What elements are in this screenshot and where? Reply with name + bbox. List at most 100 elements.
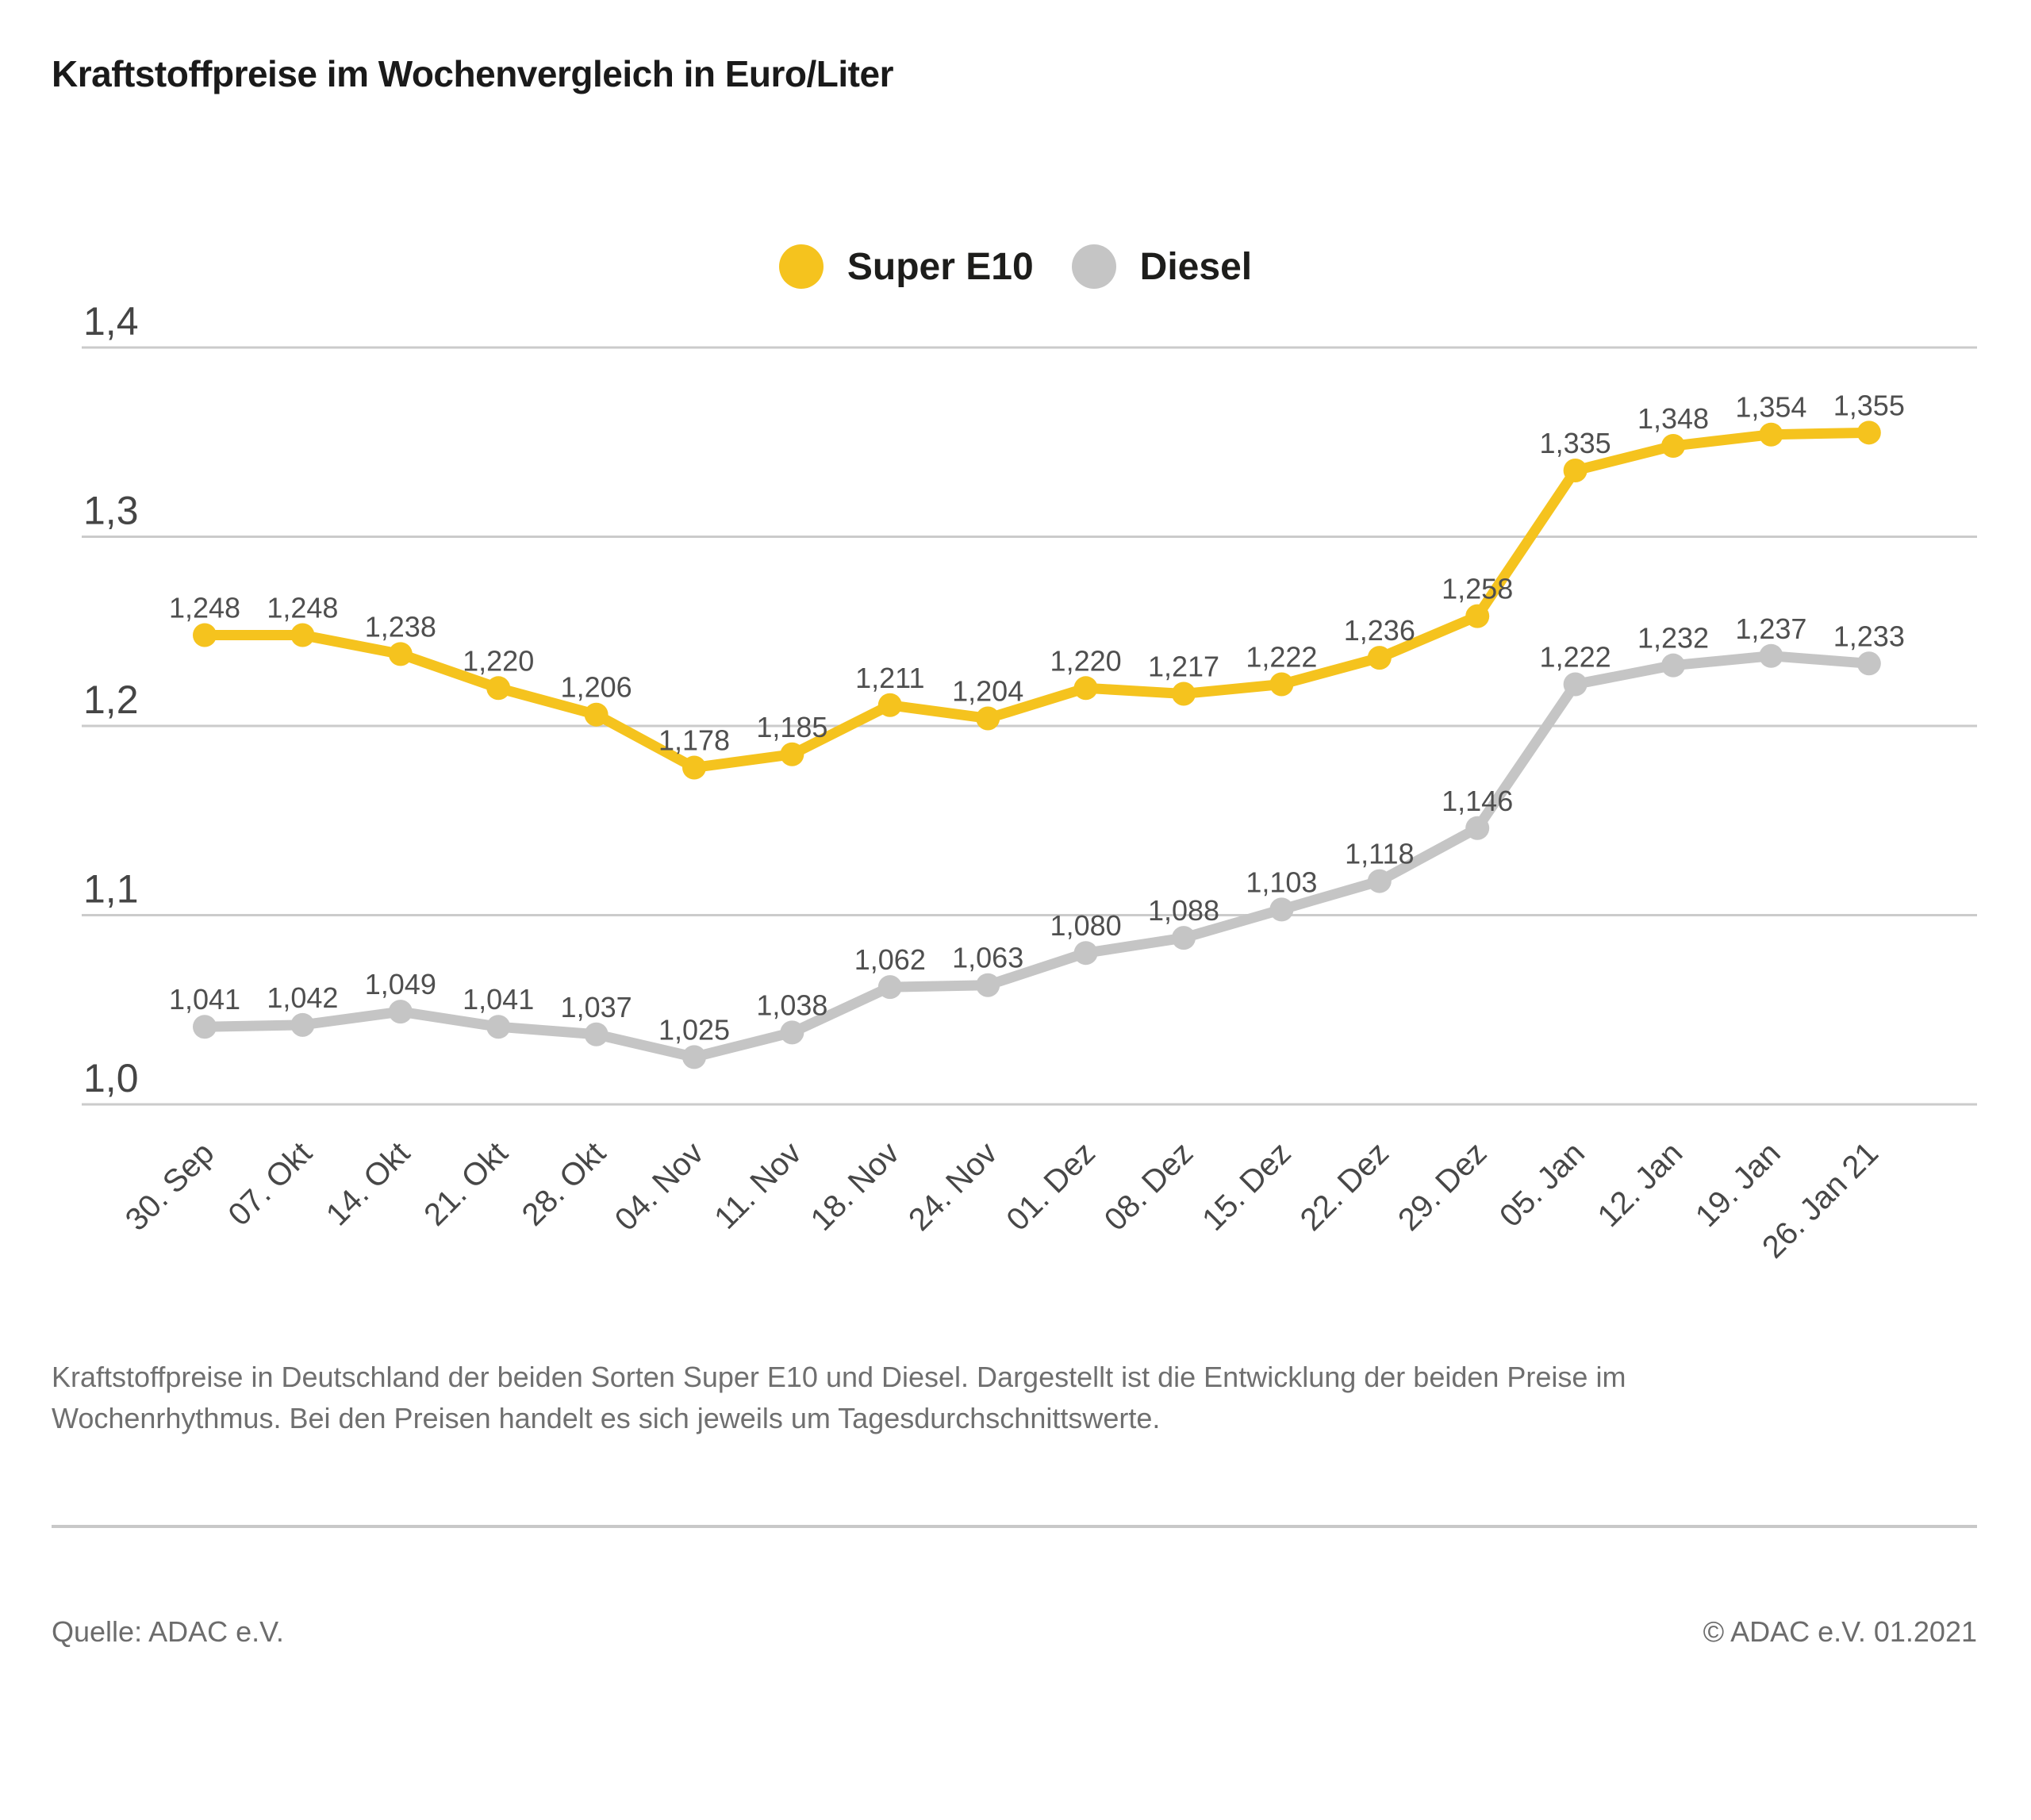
caption: Kraftstoffpreise in Deutschland der beid… — [52, 1361, 1626, 1434]
data-point-marker — [1073, 941, 1098, 966]
data-point-label: 1,248 — [267, 592, 338, 624]
data-point-marker — [193, 1015, 217, 1039]
data-point-marker — [584, 702, 609, 727]
data-point-marker — [1465, 604, 1490, 628]
data-point-marker — [1172, 926, 1196, 950]
data-point-label: 1,238 — [365, 610, 436, 643]
x-tick-label: 30. Sep — [119, 1135, 221, 1238]
data-point-label: 1,178 — [658, 724, 730, 756]
x-tick-label: 08. Dez — [1098, 1135, 1200, 1238]
data-point-marker — [193, 623, 217, 647]
super-e10-marker-icon — [778, 244, 824, 289]
line-chart-canvas: 1,0 1,1 1,2 1,3 1,4 30. Sep 07. Okt 14. Okt 21. … — [82, 299, 1977, 1265]
y-tick-label: 1,4 — [83, 299, 139, 344]
x-tick-label: 19. Jan — [1689, 1135, 1787, 1234]
x-tick-label: 22. Dez — [1294, 1135, 1396, 1238]
data-point-label: 1,248 — [169, 592, 240, 624]
data-point-marker — [1172, 682, 1196, 706]
data-point-marker — [1563, 459, 1588, 483]
data-point-marker — [976, 973, 1000, 997]
divider — [52, 1525, 1977, 1528]
data-point-marker — [486, 1015, 511, 1039]
x-tick-label: 05. Jan — [1493, 1135, 1591, 1234]
data-point-marker — [1661, 434, 1685, 459]
y-tick-label: 1,3 — [83, 489, 139, 533]
data-point-label: 1,237 — [1735, 612, 1806, 645]
data-point-label: 1,204 — [952, 674, 1023, 707]
legend-item-super-e10: Super E10 — [778, 244, 1034, 289]
data-point-label: 1,354 — [1735, 391, 1806, 424]
data-point-label: 1,025 — [658, 1013, 730, 1046]
grid-and-y-axis: 1,0 1,1 1,2 1,3 1,4 — [82, 299, 1977, 1106]
data-point-label: 1,042 — [267, 981, 338, 1014]
data-point-label: 1,063 — [952, 942, 1023, 974]
legend-label-super-e10: Super E10 — [847, 245, 1034, 288]
data-point-marker — [1367, 646, 1392, 670]
data-point-marker — [290, 623, 315, 647]
data-point-label: 1,232 — [1637, 622, 1709, 655]
x-tick-label: 12. Jan — [1591, 1135, 1689, 1234]
data-point-marker — [290, 1012, 315, 1037]
legend-label-diesel: Diesel — [1139, 245, 1253, 288]
x-tick-label: 14. Okt — [320, 1135, 417, 1232]
data-point-label: 1,236 — [1344, 614, 1415, 647]
data-point-marker — [1563, 672, 1588, 697]
source-note: Quelle: ADAC e.V. — [52, 1615, 284, 1648]
data-point-label: 1,185 — [756, 711, 827, 743]
data-point-marker — [1465, 816, 1490, 840]
data-point-label: 1,206 — [561, 671, 632, 704]
data-point-marker — [388, 1000, 413, 1024]
x-tick-label: 29. Dez — [1392, 1135, 1494, 1238]
x-tick-label: 11. Nov — [708, 1135, 808, 1235]
data-point-marker — [1856, 420, 1881, 445]
y-tick-label: 1,0 — [83, 1056, 139, 1100]
data-point-marker — [1661, 653, 1685, 678]
data-point-label: 1,038 — [756, 989, 827, 1021]
data-point-label: 1,041 — [463, 983, 534, 1016]
diesel-marker-icon — [1071, 244, 1116, 289]
legend: Super E10 Diesel — [0, 244, 2031, 289]
data-point-label: 1,222 — [1540, 641, 1611, 674]
data-point-label: 1,217 — [1148, 650, 1219, 682]
data-point-marker — [1269, 672, 1294, 697]
footer: Quelle: ADAC e.V. © ADAC e.V. 01.2021 — [52, 1615, 1977, 1649]
x-tick-label: 21. Okt — [417, 1135, 514, 1232]
x-tick-label: 15. Dez — [1196, 1135, 1298, 1238]
data-point-label: 1,088 — [1148, 894, 1219, 927]
data-point-label: 1,220 — [1050, 644, 1122, 677]
x-tick-label: 28. Okt — [516, 1135, 612, 1232]
y-tick-label: 1,1 — [83, 867, 139, 912]
series-diesel: 1,041 1,042 1,049 1,041 1,037 1,025 1,038 1,062… — [169, 612, 1905, 1069]
data-point-label: 1,222 — [1246, 641, 1317, 674]
data-point-label: 1,220 — [463, 644, 534, 677]
data-point-marker — [1759, 422, 1783, 447]
data-point-label: 1,118 — [1345, 838, 1414, 870]
data-point-marker — [1367, 869, 1392, 893]
data-point-marker — [976, 706, 1000, 731]
x-tick-label: 04. Nov — [609, 1135, 711, 1238]
data-point-label: 1,146 — [1442, 785, 1513, 817]
data-point-label: 1,355 — [1833, 389, 1905, 421]
data-point-marker — [584, 1022, 609, 1046]
x-tick-label: 18. Nov — [804, 1135, 907, 1238]
data-point-label: 1,041 — [169, 983, 240, 1016]
data-point-marker — [1856, 651, 1881, 676]
x-tick-label: 24. Nov — [902, 1135, 1004, 1238]
series-super-e10: 1,248 1,248 1,238 1,220 1,206 1,178 1,185 1,211… — [169, 389, 1905, 780]
data-point-marker — [388, 642, 413, 666]
data-point-marker — [780, 742, 804, 766]
copyright-note: © ADAC e.V. 01.2021 — [1703, 1615, 1977, 1648]
y-tick-label: 1,2 — [83, 678, 139, 722]
data-point-label: 1,103 — [1246, 866, 1317, 898]
x-tick-label: 07. Okt — [221, 1135, 318, 1232]
chart-title: Kraftstoffpreise im Wochenvergleich in E… — [52, 53, 893, 94]
data-point-label: 1,080 — [1050, 909, 1122, 942]
data-point-marker — [1073, 676, 1098, 701]
data-point-marker — [877, 693, 902, 717]
data-point-label: 1,348 — [1637, 402, 1709, 435]
data-point-marker — [1269, 897, 1294, 922]
data-point-marker — [682, 755, 706, 780]
data-point-label: 1,062 — [854, 943, 926, 976]
data-point-label: 1,233 — [1833, 620, 1905, 652]
